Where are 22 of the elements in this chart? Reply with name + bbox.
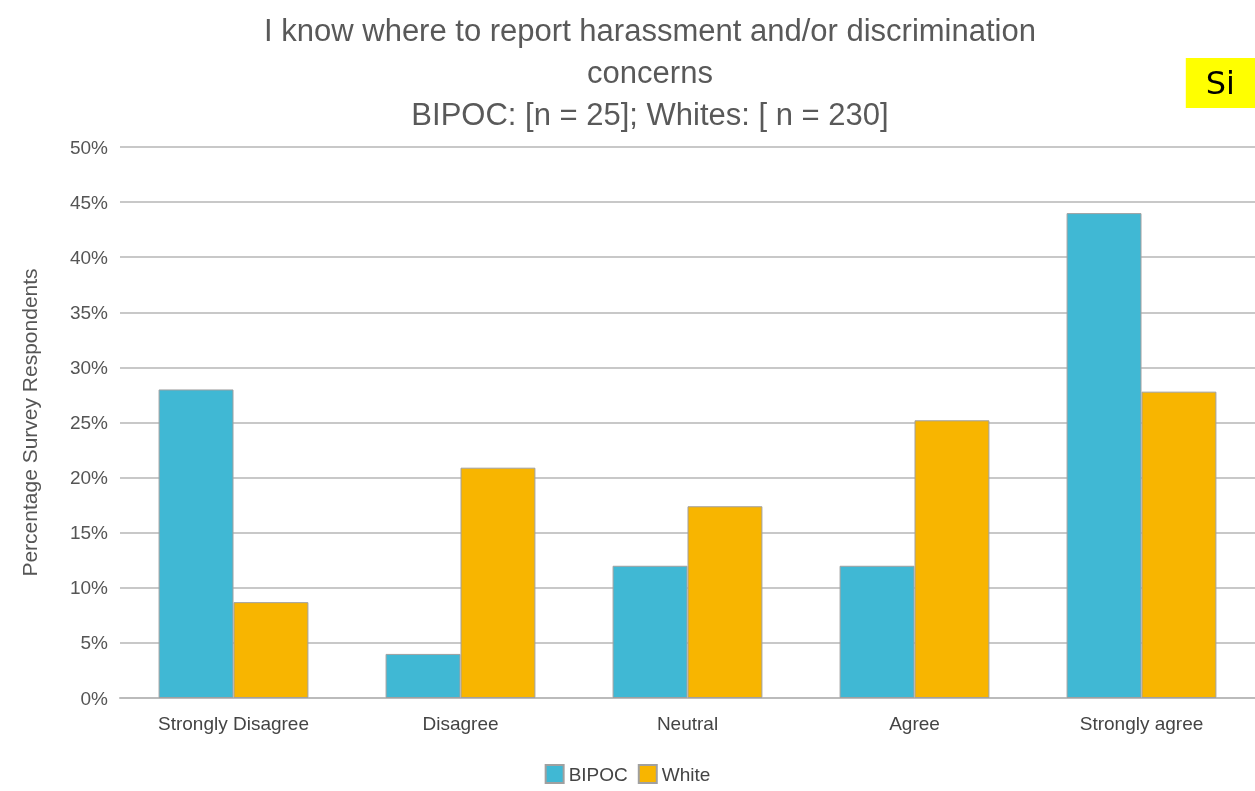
legend-label: White (661, 763, 711, 785)
y-tick-label: 45% (69, 191, 109, 213)
y-tick-label: 0% (80, 687, 109, 709)
chart-title: I know where to report harassment and/or discrimination concerns (264, 12, 1036, 90)
chart-subtitle: BIPOC: [n = 25]; Whites: [ n = 230] (411, 96, 889, 132)
x-tick-label: Neutral (656, 713, 719, 734)
y-tick-label: 50% (69, 136, 109, 158)
y-tick-label: 25% (69, 412, 109, 433)
y-tick-label: 40% (69, 246, 109, 268)
x-tick-label: Agree (889, 713, 940, 734)
y-tick-label: 5% (80, 632, 109, 654)
y-axis-title: Percentage Survey Respondents (18, 268, 41, 577)
x-tick-label: Disagree (422, 713, 499, 734)
y-tick-label: 35% (69, 301, 109, 323)
x-tick-label: Strongly agree (1079, 713, 1204, 734)
legend-label: BIPOC (568, 763, 628, 785)
text: Si (1205, 64, 1235, 102)
y-tick-label: 10% (69, 577, 109, 599)
y-tick-label: 30% (69, 356, 109, 378)
x-tick-label: Strongly Disagree (157, 713, 310, 734)
y-tick-label: 15% (69, 522, 109, 544)
y-tick-label: 20% (69, 467, 109, 489)
